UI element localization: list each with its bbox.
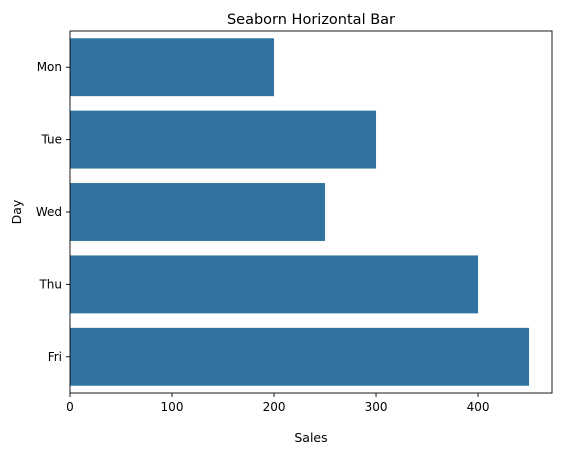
x-tick-label-100: 100 (161, 400, 184, 414)
plot-area: Mon Tue Wed Thu Fri 0 100 200 300 400 (36, 38, 530, 414)
x-axis-label: Sales (294, 430, 327, 445)
y-axis-label: Day (9, 199, 24, 224)
bar-wed (70, 183, 326, 241)
chart-title: Seaborn Horizontal Bar (227, 12, 395, 28)
bar-fri (70, 327, 530, 386)
y-tick-label-fri: Fri (48, 350, 62, 364)
bar-mon (70, 38, 275, 97)
axes-frame (69, 30, 553, 394)
bar-tue (70, 110, 377, 169)
y-tick-label-thu: Thu (38, 277, 62, 291)
x-tick-label-300: 300 (365, 400, 388, 414)
bar-thu (70, 255, 479, 314)
x-tick-label-0: 0 (66, 400, 74, 414)
x-tick-label-400: 400 (467, 400, 490, 414)
y-tick-label-wed: Wed (36, 205, 62, 219)
x-tick-label-200: 200 (263, 400, 286, 414)
y-tick-label-mon: Mon (37, 60, 62, 74)
y-tick-label-tue: Tue (41, 133, 63, 147)
